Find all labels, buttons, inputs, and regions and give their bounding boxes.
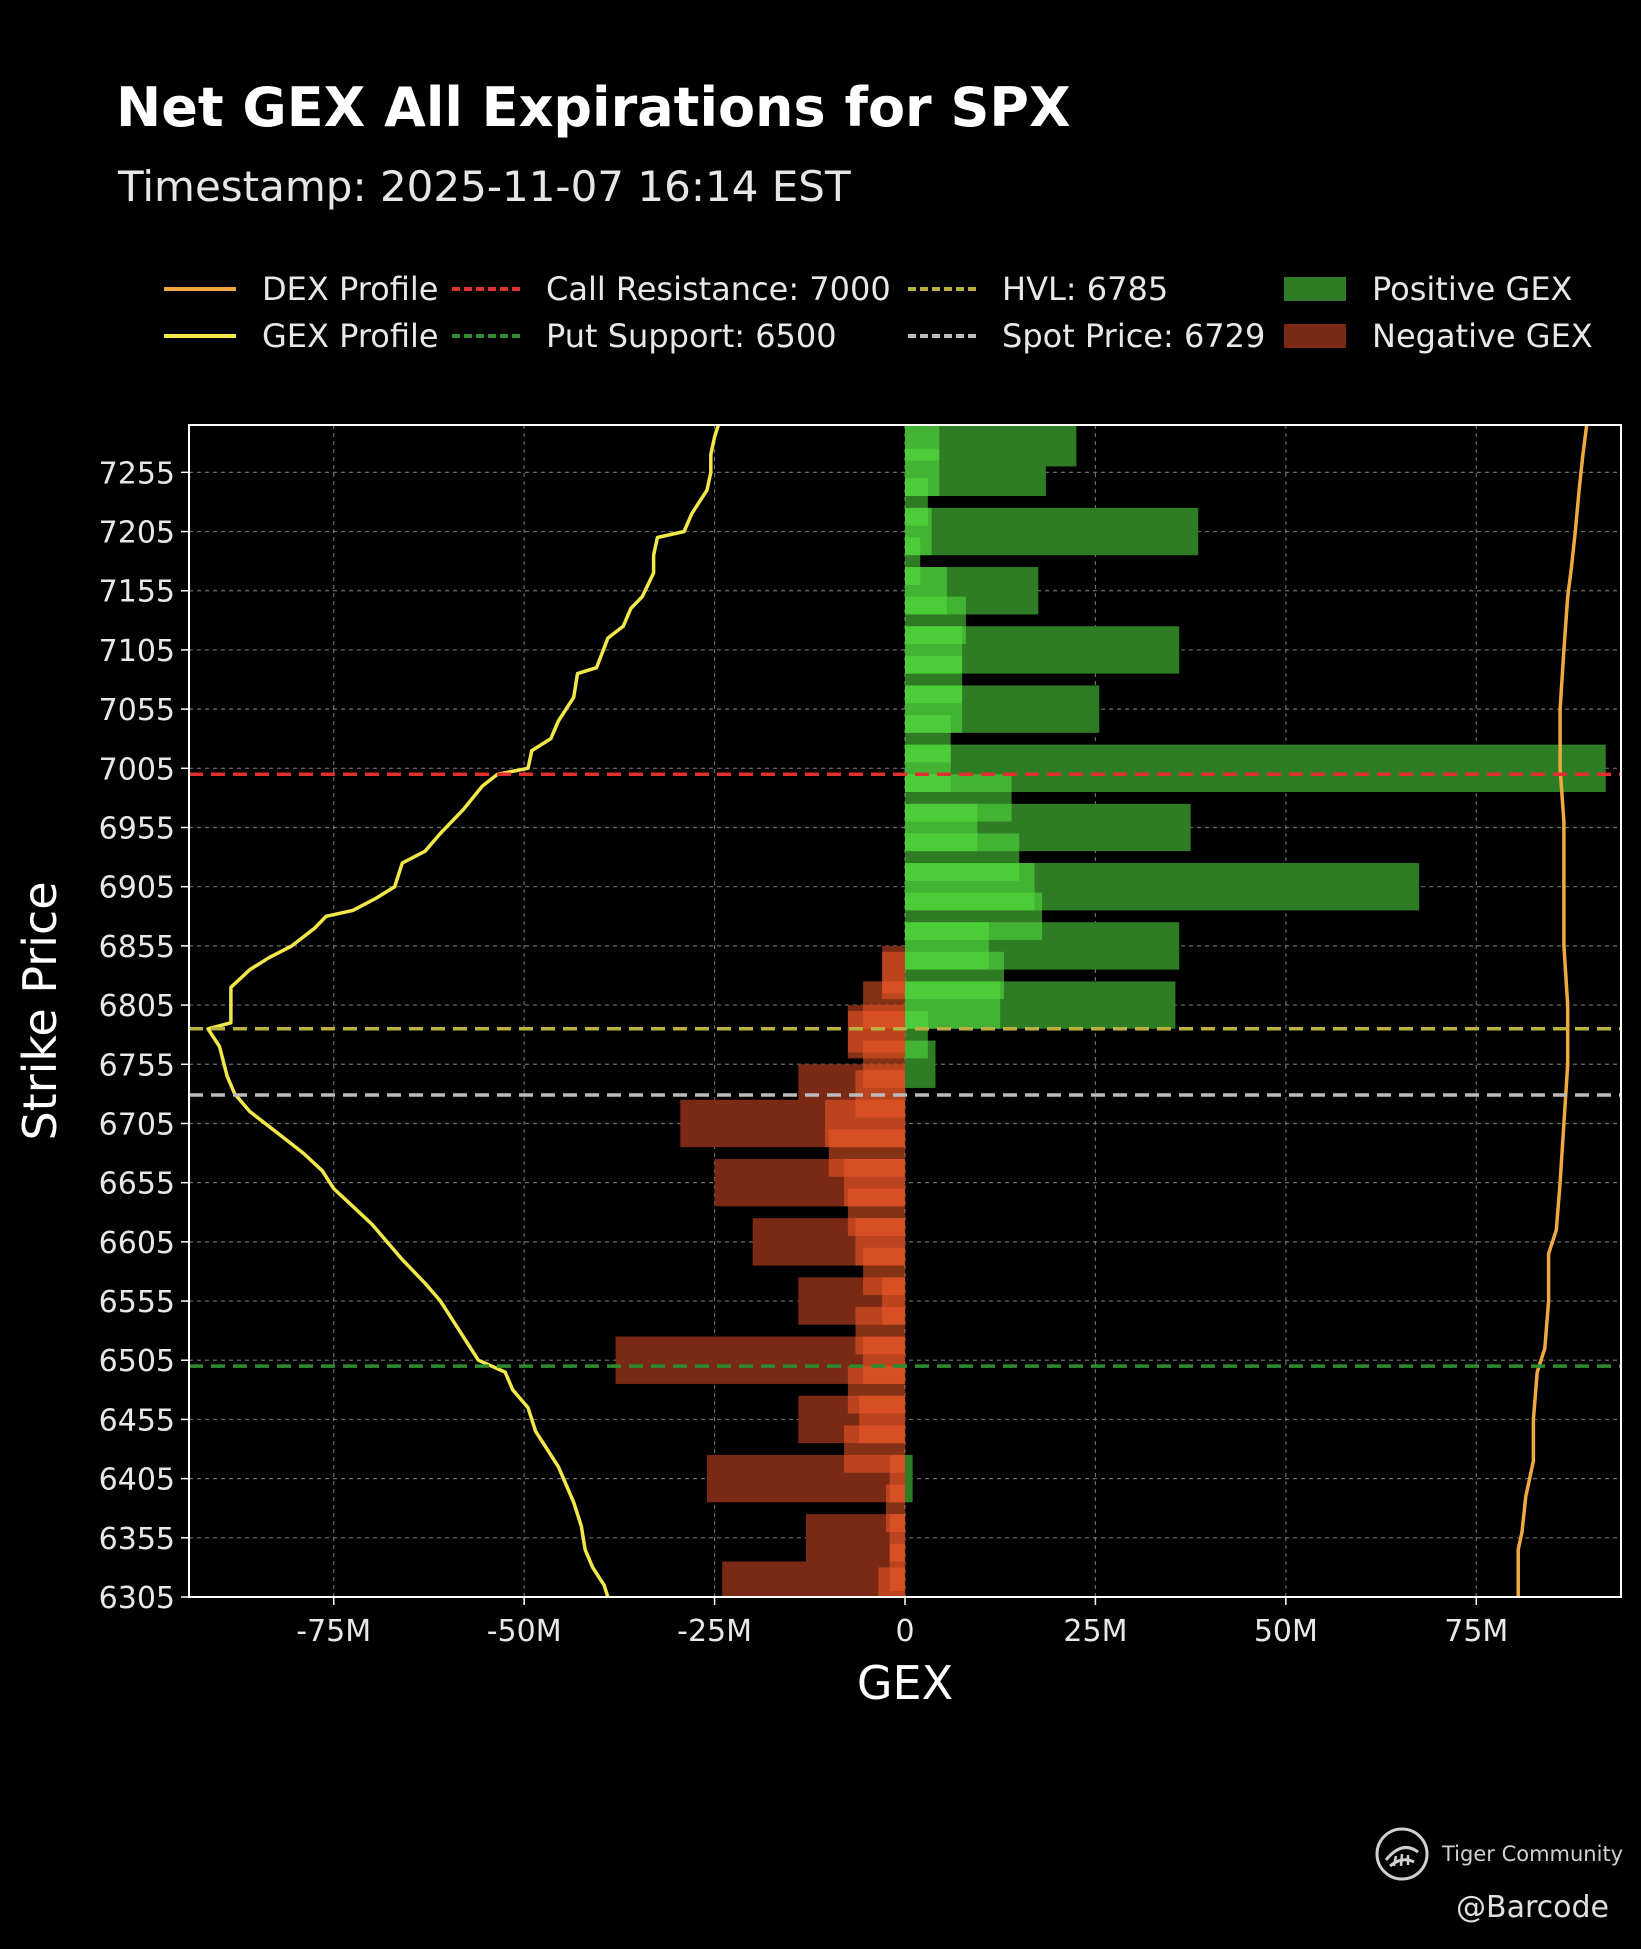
- y-tick-label: 6755: [99, 1048, 175, 1083]
- x-tick-label: 75M: [1444, 1614, 1508, 1649]
- x-tick-label: -50M: [487, 1614, 562, 1649]
- dex-profile-line: [1516, 425, 1589, 1597]
- gex-chart: -75M -50M -25M 0 25M 50M 75M 6305 6355 6405 6455 65…: [13, 424, 1622, 1710]
- tiger-logo-icon: [1375, 1827, 1429, 1881]
- y-tick-label: 6655: [99, 1167, 175, 1202]
- x-tick-label: -25M: [677, 1614, 752, 1649]
- chart-title: Net GEX All Expirations for SPX: [116, 76, 1071, 139]
- negative-gex-bar: [722, 1561, 905, 1597]
- plot-area: [189, 425, 1621, 1597]
- positive-gex-bar: [905, 507, 1199, 556]
- x-tick-label: -75M: [296, 1614, 371, 1649]
- gex-profile-line: [206, 425, 721, 1597]
- y-tick-label: 7155: [99, 575, 175, 610]
- y-tick-label: 6505: [99, 1344, 175, 1379]
- watermark-brand: Tiger Community: [1442, 1842, 1624, 1866]
- y-tick-label: 6455: [99, 1403, 175, 1438]
- y-tick-label: 6805: [99, 989, 175, 1024]
- y-tick-label: 6555: [99, 1285, 175, 1320]
- x-axis-label: GEX: [857, 1656, 953, 1710]
- y-tick-label: 6855: [99, 930, 175, 965]
- negative-gex-highlight-bar: [878, 1567, 905, 1597]
- y-tick-label: 6355: [99, 1522, 175, 1557]
- y-tick-label: 7255: [99, 456, 175, 491]
- y-tick-label: 6405: [99, 1463, 175, 1498]
- y-tick-label: 7005: [99, 752, 175, 787]
- y-tick-label: 6705: [99, 1107, 175, 1142]
- y-tick-label: 7105: [99, 634, 175, 669]
- y-tick-label: 6605: [99, 1226, 175, 1261]
- watermark-handle: @Barcode: [1456, 1890, 1609, 1925]
- x-tick-label: 25M: [1063, 1614, 1127, 1649]
- y-tick-label: 7205: [99, 516, 175, 551]
- y-tick-label: 6305: [99, 1581, 175, 1616]
- positive-gex-bar: [905, 1454, 913, 1503]
- watermark: Tiger Community: [1374, 1826, 1623, 1882]
- positive-gex-bar: [905, 744, 1606, 792]
- positive-gex-highlight-bar: [905, 1011, 928, 1059]
- y-tick-label: 6955: [99, 812, 175, 847]
- y-tick-label: 6905: [99, 871, 175, 906]
- y-tick-label: 7055: [99, 693, 175, 728]
- y-axis-label: Strike Price: [13, 881, 67, 1140]
- x-tick-label: 0: [895, 1614, 914, 1649]
- chart-subtitle: Timestamp: 2025-11-07 16:14 EST: [118, 162, 851, 211]
- x-tick-label: 50M: [1254, 1614, 1318, 1649]
